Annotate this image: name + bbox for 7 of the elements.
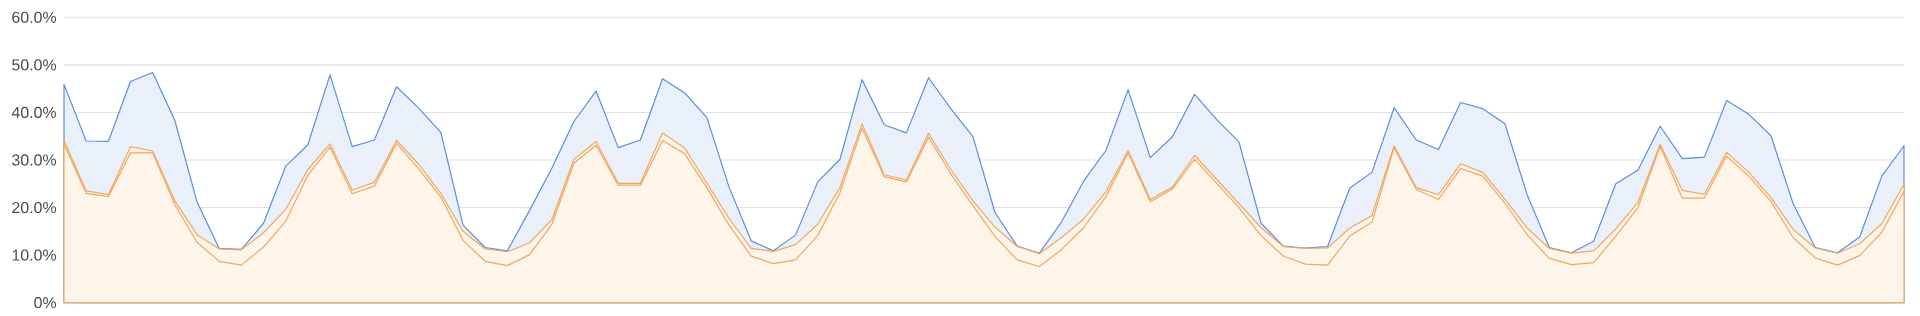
- y-tick-label: 60.0%: [12, 11, 57, 23]
- y-tick-label: 30.0%: [12, 154, 57, 166]
- y-tick-label: 20.0%: [12, 201, 57, 214]
- y-tick-label: 40.0%: [11, 106, 57, 119]
- y-tick-label: 50.0%: [12, 59, 57, 71]
- y-tick-label: 0%: [34, 297, 57, 309]
- y-tick-label: 10.0%: [12, 249, 57, 261]
